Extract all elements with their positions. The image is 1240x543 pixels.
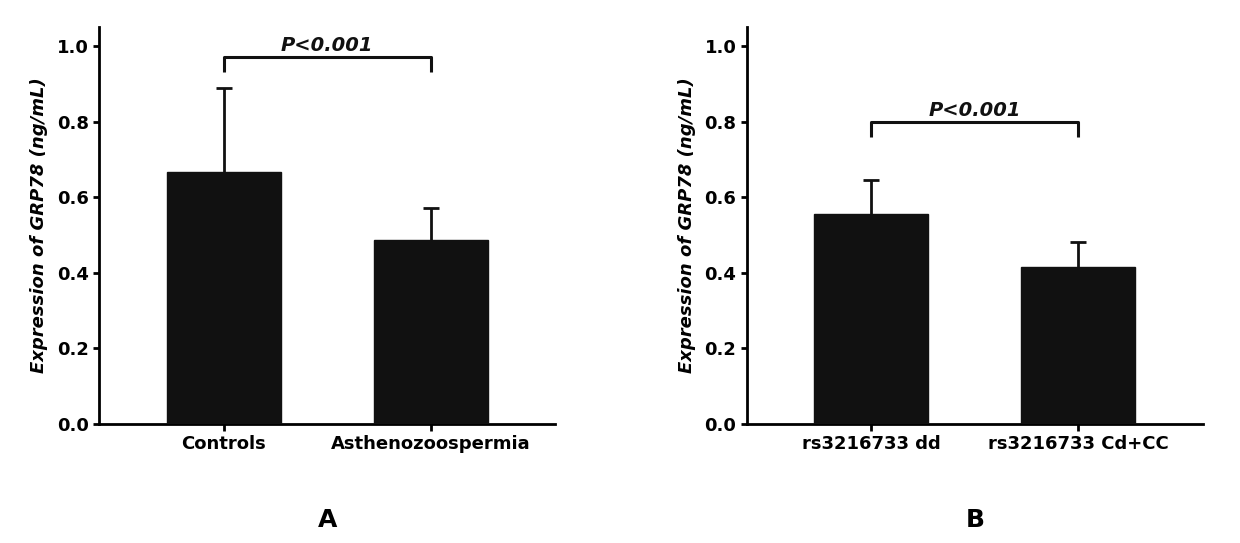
Bar xyxy=(166,173,280,424)
Y-axis label: Expression of GRP78 (ng/mL): Expression of GRP78 (ng/mL) xyxy=(31,78,48,373)
Bar xyxy=(373,241,487,424)
Bar xyxy=(1022,267,1136,424)
Text: B: B xyxy=(965,508,985,532)
Y-axis label: Expression of GRP78 (ng/mL): Expression of GRP78 (ng/mL) xyxy=(678,78,696,373)
Bar xyxy=(815,214,929,424)
Text: A: A xyxy=(317,508,337,532)
Text: P<0.001: P<0.001 xyxy=(281,36,373,55)
Text: P<0.001: P<0.001 xyxy=(929,100,1021,119)
